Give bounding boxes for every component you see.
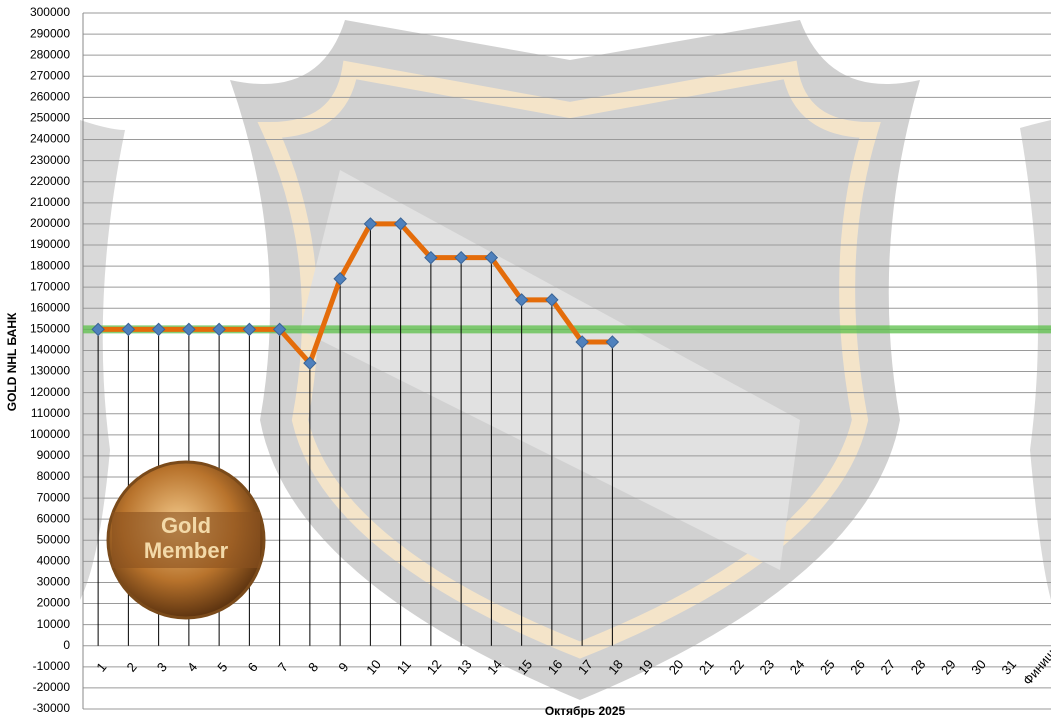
data-point bbox=[182, 322, 196, 337]
y-tick-label: 280000 bbox=[30, 47, 70, 61]
data-point bbox=[212, 322, 226, 337]
y-tick-label: 90000 bbox=[37, 448, 71, 462]
data-point bbox=[242, 322, 257, 337]
y-tick-label: 240000 bbox=[30, 132, 70, 146]
y-tick-label: 140000 bbox=[30, 343, 70, 357]
y-tick-label: 300000 bbox=[30, 5, 70, 19]
watermark bbox=[80, 20, 1051, 700]
data-point bbox=[393, 217, 408, 231]
data-point bbox=[545, 293, 559, 307]
y-tick-label: 30000 bbox=[37, 575, 71, 589]
data-point bbox=[575, 335, 589, 349]
badge: Gold Member bbox=[106, 460, 266, 620]
data-point bbox=[424, 250, 438, 265]
y-tick-label: 110000 bbox=[31, 406, 70, 420]
x-tick-label: 20 bbox=[666, 657, 687, 678]
data-point bbox=[484, 250, 499, 265]
y-tick-label: 130000 bbox=[30, 364, 70, 378]
badge-text: Gold bbox=[161, 513, 211, 538]
x-tick-label: 21 bbox=[696, 657, 717, 678]
y-tick-label: 210000 bbox=[30, 195, 70, 209]
x-tick-label: 22 bbox=[726, 657, 747, 678]
data-point bbox=[333, 272, 347, 286]
x-tick-label: 29 bbox=[938, 657, 959, 678]
y-tick-label: 0 bbox=[63, 638, 70, 652]
data-point bbox=[454, 250, 468, 265]
data-point bbox=[514, 293, 529, 307]
y-axis-title: GOLD NHL БАНК bbox=[5, 312, 19, 411]
x-tick-label: 31 bbox=[998, 657, 1019, 678]
x-tick-label: 13 bbox=[454, 657, 475, 678]
x-tick-label: 28 bbox=[908, 657, 929, 678]
y-tick-label: 20000 bbox=[37, 596, 71, 610]
data-point bbox=[363, 217, 378, 231]
y-tick-label: -10000 bbox=[33, 659, 71, 673]
data-point bbox=[605, 335, 620, 349]
y-tick-label: 100000 bbox=[30, 427, 70, 441]
data-point bbox=[91, 322, 105, 337]
y-tick-label: 270000 bbox=[30, 68, 70, 82]
x-tick-label: 12 bbox=[424, 657, 445, 678]
data-point bbox=[151, 322, 166, 337]
y-tick-label: 260000 bbox=[30, 90, 70, 104]
data-point bbox=[303, 356, 317, 370]
y-tick-label: 180000 bbox=[30, 258, 70, 272]
y-tick-label: 190000 bbox=[30, 237, 70, 251]
y-tick-label: 150000 bbox=[30, 322, 70, 336]
x-tick-label: 26 bbox=[847, 657, 868, 678]
y-tick-label: 230000 bbox=[30, 153, 70, 167]
x-tick-label: 24 bbox=[787, 657, 808, 678]
data-point bbox=[121, 322, 136, 337]
y-tick-label: 80000 bbox=[37, 469, 71, 483]
y-tick-label: 120000 bbox=[30, 385, 70, 399]
x-tick-label: 10 bbox=[363, 657, 384, 678]
x-axis-title: Октябрь 2025 bbox=[545, 704, 626, 718]
x-tick-label: 30 bbox=[968, 657, 989, 678]
x-tick-label: 25 bbox=[817, 657, 838, 678]
y-tick-label: 220000 bbox=[30, 174, 70, 188]
badge-band bbox=[112, 512, 260, 568]
y-tick-label: -20000 bbox=[33, 680, 71, 694]
y-tick-label: -30000 bbox=[33, 701, 71, 715]
y-tick-label: 250000 bbox=[30, 111, 70, 125]
y-tick-label: 200000 bbox=[30, 216, 70, 230]
badge-text: Member bbox=[144, 538, 229, 563]
y-tick-label: 160000 bbox=[30, 300, 70, 314]
x-tick-label: 11 bbox=[394, 657, 414, 677]
y-tick-label: 10000 bbox=[37, 617, 71, 631]
y-tick-label: 50000 bbox=[37, 532, 71, 546]
x-tick-label: 23 bbox=[756, 657, 777, 678]
y-tick-label: 290000 bbox=[30, 26, 70, 40]
y-tick-label: 40000 bbox=[37, 554, 71, 568]
y-tick-label: 170000 bbox=[30, 279, 70, 293]
x-tick-label: 27 bbox=[877, 657, 898, 678]
y-tick-label: 70000 bbox=[37, 490, 71, 504]
y-tick-label: 60000 bbox=[37, 511, 71, 525]
data-point bbox=[272, 322, 287, 337]
